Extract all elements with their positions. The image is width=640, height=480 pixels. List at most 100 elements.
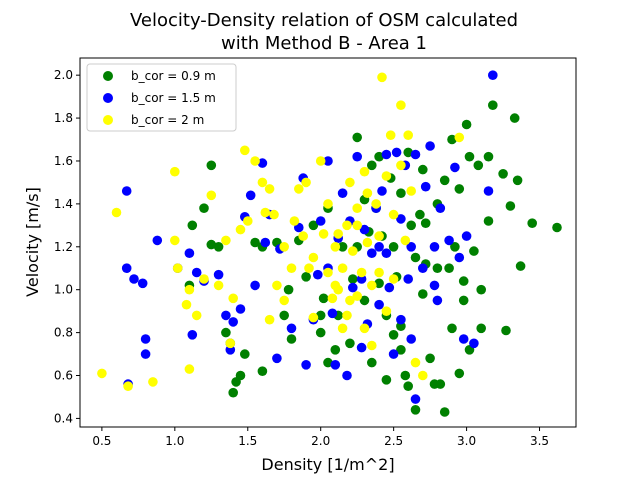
- x-tick-label-0: 0.5: [92, 434, 111, 448]
- point-series-1-50: [391, 147, 402, 158]
- point-series-0-47: [400, 370, 411, 381]
- point-series-1-76: [381, 149, 392, 160]
- point-series-1-57: [410, 394, 421, 404]
- point-series-2-59: [385, 130, 396, 140]
- point-series-2-26: [279, 242, 290, 252]
- point-series-1-63: [435, 203, 446, 213]
- point-series-1-69: [469, 338, 479, 349]
- chart-title-line-1: Velocity-Density relation of OSM calcula…: [130, 10, 518, 31]
- point-series-0-77: [483, 216, 494, 226]
- legend-label-0: b_cor = 0.9 m: [131, 69, 216, 83]
- legend-marker-1: [103, 93, 113, 103]
- point-series-0-65: [447, 134, 457, 145]
- point-series-2-72: [330, 242, 341, 252]
- point-series-1-71: [488, 70, 498, 80]
- point-series-0-60: [435, 379, 446, 389]
- point-series-0-1: [187, 220, 198, 231]
- point-series-2-74: [342, 310, 352, 321]
- point-series-2-56: [377, 72, 387, 83]
- point-series-2-62: [396, 100, 406, 110]
- point-series-2-23: [264, 184, 275, 194]
- point-series-1-52: [396, 314, 406, 325]
- point-series-1-64: [444, 235, 454, 246]
- point-series-0-2: [199, 203, 209, 213]
- legend-label-1: b_cor = 1.5 m: [131, 91, 216, 105]
- point-series-1-28: [301, 360, 311, 370]
- point-series-0-24: [323, 357, 333, 368]
- point-series-1-77: [429, 242, 440, 252]
- point-series-1-45: [374, 299, 384, 310]
- point-series-0-85: [515, 261, 526, 271]
- point-series-2-46: [352, 203, 363, 213]
- point-series-1-66: [454, 252, 465, 263]
- point-series-0-35: [367, 160, 377, 171]
- data-points: [97, 70, 562, 417]
- point-series-1-17: [235, 304, 246, 314]
- point-series-2-11: [199, 274, 209, 284]
- point-series-1-78: [260, 237, 271, 248]
- point-series-1-58: [418, 263, 428, 274]
- point-series-2-53: [367, 340, 377, 351]
- point-series-1-31: [315, 216, 326, 226]
- point-series-1-67: [458, 334, 469, 344]
- x-tick-label-5: 3.0: [457, 434, 476, 448]
- y-tick-label-4: 1.2: [54, 240, 73, 254]
- point-series-1-33: [327, 308, 338, 319]
- point-series-1-40: [356, 342, 367, 353]
- point-series-1-54: [403, 274, 414, 284]
- point-series-2-37: [327, 293, 338, 304]
- point-series-2-0: [97, 368, 107, 379]
- point-series-2-34: [315, 156, 326, 166]
- point-series-0-50: [406, 220, 417, 231]
- point-series-0-56: [425, 353, 435, 364]
- point-series-2-66: [406, 186, 417, 196]
- point-series-0-45: [396, 345, 406, 355]
- point-series-2-13: [213, 280, 224, 291]
- point-series-0-61: [439, 407, 450, 417]
- point-series-0-73: [469, 246, 479, 256]
- point-series-1-38: [348, 282, 358, 293]
- y-tick-label-8: 2.0: [54, 68, 73, 82]
- point-series-2-71: [279, 295, 290, 306]
- point-series-1-56: [410, 149, 421, 160]
- point-series-1-43: [367, 248, 377, 258]
- point-series-0-40: [381, 375, 392, 385]
- point-series-1-20: [250, 280, 260, 291]
- point-series-0-16: [279, 310, 290, 321]
- point-series-2-5: [170, 235, 180, 246]
- point-series-1-23: [272, 353, 282, 364]
- point-series-2-68: [418, 370, 428, 381]
- point-series-0-66: [450, 242, 460, 252]
- point-series-0-22: [315, 310, 326, 321]
- y-axis-label: Velocity [m/s]: [23, 187, 42, 297]
- point-series-1-62: [432, 295, 443, 306]
- point-series-1-19: [245, 190, 256, 201]
- point-series-0-14: [257, 366, 268, 377]
- point-series-1-32: [323, 156, 333, 166]
- point-series-2-60: [388, 209, 399, 220]
- point-series-2-69: [454, 132, 465, 143]
- point-series-0-63: [444, 263, 454, 274]
- point-series-1-21: [257, 158, 268, 168]
- point-series-0-86: [527, 218, 537, 228]
- point-series-0-17: [283, 284, 294, 295]
- point-series-2-40: [337, 263, 348, 274]
- point-series-0-68: [454, 368, 465, 379]
- point-series-1-16: [228, 317, 238, 327]
- point-series-2-33: [308, 312, 319, 323]
- point-series-1-47: [381, 248, 392, 258]
- point-series-1-65: [450, 162, 460, 173]
- point-series-0-20: [301, 272, 311, 282]
- point-series-2-36: [323, 267, 333, 278]
- y-tick-label-0: 0.4: [54, 411, 73, 425]
- point-series-1-3: [129, 274, 139, 284]
- point-series-2-7: [181, 299, 192, 310]
- point-series-2-61: [388, 274, 399, 284]
- x-tick-label-4: 2.5: [384, 434, 403, 448]
- legend-marker-2: [103, 115, 113, 125]
- point-series-0-62: [439, 175, 450, 186]
- point-series-2-4: [170, 166, 180, 177]
- point-series-0-49: [403, 381, 414, 392]
- point-series-2-43: [345, 177, 355, 188]
- point-series-2-39: [333, 229, 344, 239]
